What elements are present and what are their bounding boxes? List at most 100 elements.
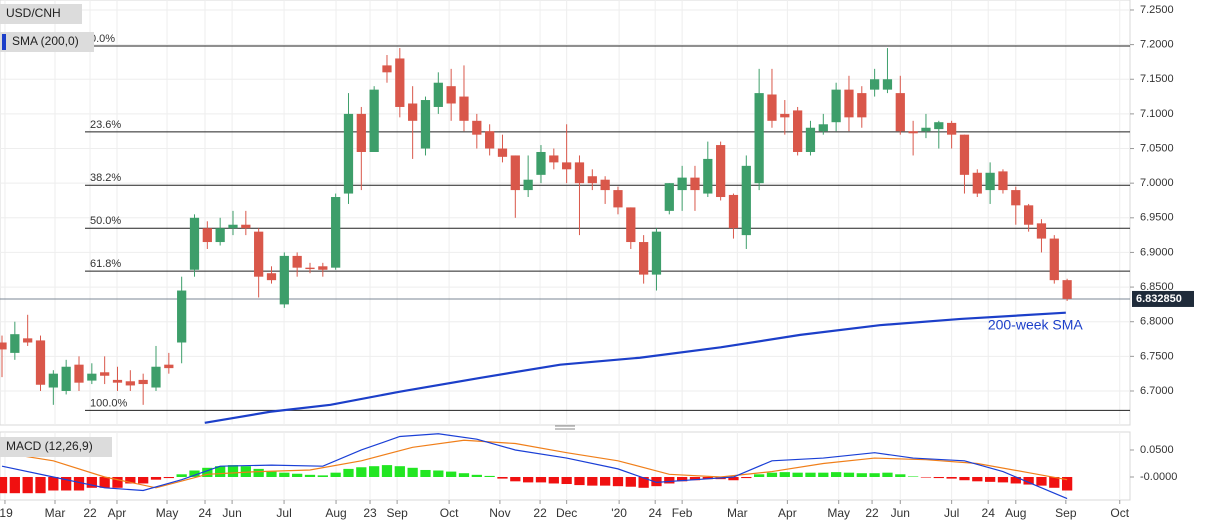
histogram-bar	[125, 476, 136, 484]
histogram-bar	[587, 476, 598, 486]
histogram-bar	[830, 472, 842, 477]
candle-body	[934, 122, 944, 130]
histogram-bar	[99, 476, 110, 488]
histogram-bar	[163, 476, 174, 479]
candle-body	[215, 228, 225, 243]
candle-body	[497, 148, 508, 157]
x-tick-label: Aug	[1005, 506, 1026, 520]
candle-body	[125, 381, 135, 386]
candle-body	[1062, 280, 1072, 299]
x-tick-label: Feb	[672, 506, 693, 520]
histogram-bar	[689, 476, 701, 481]
candle-body	[600, 179, 610, 191]
x-tick-label: Apr	[778, 506, 797, 520]
histogram-bar	[176, 474, 187, 477]
candle-body	[177, 290, 187, 343]
indicator-box	[0, 32, 94, 52]
x-tick-label: Nov	[489, 506, 510, 520]
y-tick-label: 7.0500	[1140, 142, 1174, 154]
candle-body	[741, 165, 751, 236]
indicator-label: SMA (200,0)	[12, 34, 79, 48]
fib-label: 0.0%	[90, 33, 115, 45]
x-tick-label: Apr	[108, 506, 127, 520]
candle-body	[831, 89, 841, 123]
y-tick-label: 6.7000	[1140, 385, 1174, 397]
histogram-bar	[664, 476, 675, 484]
x-tick-label: 24	[982, 506, 996, 520]
histogram-bar	[330, 472, 341, 477]
fib-label: 23.6%	[90, 119, 121, 131]
histogram-bar	[22, 476, 33, 494]
histogram-bar	[625, 476, 636, 487]
histogram-bar	[843, 472, 855, 477]
histogram-bar	[523, 476, 534, 483]
histogram-bar	[35, 476, 46, 494]
histogram-bar	[728, 476, 739, 481]
histogram-bar	[933, 476, 944, 479]
y-tick-label: 7.2500	[1140, 4, 1174, 16]
x-tick-label: Aug	[325, 506, 346, 520]
candle-body	[485, 131, 495, 149]
candle-body	[998, 171, 1008, 191]
histogram-bar	[1049, 476, 1060, 488]
candle-body	[793, 110, 803, 152]
candle-body	[0, 342, 7, 350]
candle-body	[613, 190, 623, 208]
candle-body	[331, 197, 341, 268]
candle-body	[728, 194, 739, 229]
candle-body	[446, 86, 456, 104]
x-tick-label: 24	[198, 506, 212, 520]
candle-body	[767, 94, 777, 121]
candle-body	[10, 334, 20, 353]
candle-body	[241, 224, 251, 229]
y-tick-label: 7.2000	[1140, 39, 1174, 51]
x-tick-label: 24	[649, 506, 663, 520]
candle-body	[921, 127, 931, 132]
histogram-bar	[240, 466, 251, 477]
candle-body	[805, 127, 816, 152]
macd-box	[0, 437, 112, 457]
x-tick-label: Mar	[727, 506, 748, 520]
histogram-bar	[317, 475, 328, 477]
histogram-bar	[651, 476, 662, 487]
candle-body	[882, 79, 893, 90]
candle-body	[959, 134, 970, 175]
y-tick-label: -0.0000	[1140, 471, 1177, 483]
candle-body	[536, 151, 546, 175]
x-tick-label: 22	[533, 506, 547, 520]
histogram-bar	[869, 473, 880, 477]
histogram-bar	[946, 476, 957, 479]
candle-body	[420, 100, 431, 149]
macd-line	[1, 433, 1068, 500]
fib-label: 50.0%	[90, 215, 121, 227]
candle-body	[87, 373, 97, 381]
candle-body	[23, 338, 33, 343]
histogram-bar	[1036, 476, 1047, 486]
candle-body	[716, 145, 726, 198]
histogram-bar	[895, 474, 906, 477]
candle-body	[343, 113, 354, 194]
histogram-bar	[292, 473, 303, 477]
macd-title: MACD (12,26,9)	[6, 439, 93, 453]
histogram-bar	[394, 466, 405, 477]
histogram-bar	[548, 476, 559, 484]
x-tick-label: Jul	[944, 506, 959, 520]
candle-body	[1024, 205, 1034, 225]
histogram-bar	[972, 476, 983, 482]
candle-body	[626, 207, 636, 243]
candle-body	[48, 373, 58, 388]
histogram-bar	[227, 465, 239, 477]
candle-body	[266, 273, 277, 281]
candle-body	[549, 155, 559, 163]
histogram-bar	[9, 476, 20, 494]
symbol-box	[0, 4, 82, 24]
y-tick-label: 7.0000	[1140, 177, 1174, 189]
histogram-bar	[805, 472, 816, 477]
histogram-bar	[0, 476, 8, 494]
candle-body	[639, 242, 649, 275]
histogram-bar	[150, 476, 162, 480]
candle-body	[74, 364, 84, 383]
x-tick-label: 22	[83, 506, 97, 520]
y-tick-label: 6.8500	[1140, 281, 1174, 293]
candle-body	[1011, 190, 1021, 206]
